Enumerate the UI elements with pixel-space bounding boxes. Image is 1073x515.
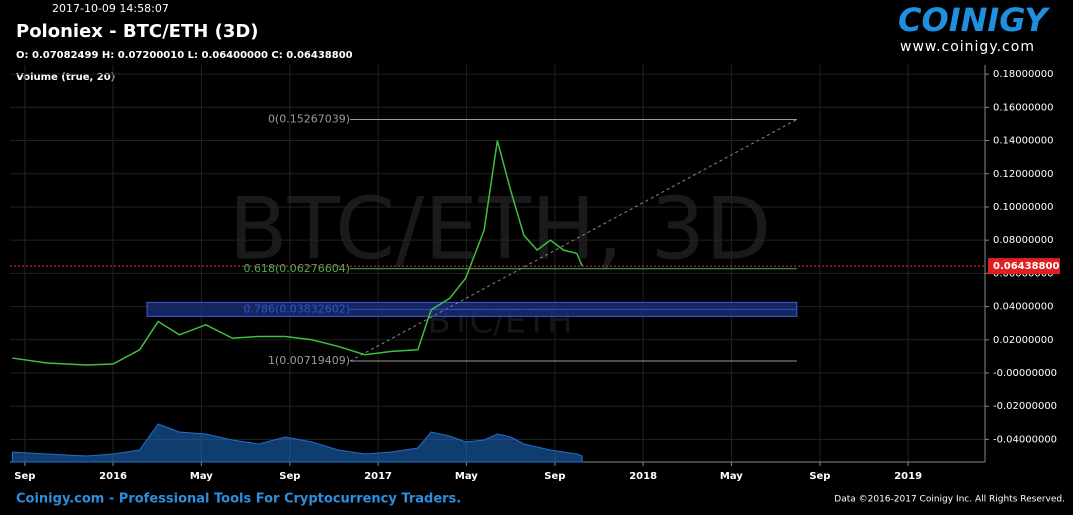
y-tick-label: 0.08000000 xyxy=(993,235,1053,246)
x-tick-label: 2019 xyxy=(894,471,922,482)
price-line xyxy=(12,140,583,366)
last-price-label: 0.06438800 xyxy=(993,261,1059,272)
y-tick-label: -0.02000000 xyxy=(993,401,1057,412)
y-tick-label: 0.02000000 xyxy=(993,335,1053,346)
chart-title: Poloniex - BTC/ETH (3D) xyxy=(16,21,259,42)
x-tick-label: Sep xyxy=(544,471,565,482)
fib-label: 0(0.15267039) xyxy=(268,113,350,126)
fib-label: 0.618(0.06276604) xyxy=(243,262,350,275)
timestamp: 2017-10-09 14:58:07 xyxy=(52,2,169,15)
volume-label: Volume (true, 20) xyxy=(16,72,115,83)
y-tick-label: 0.04000000 xyxy=(993,302,1053,313)
x-tick-label: 2018 xyxy=(629,471,657,482)
brand-url: www.coinigy.com xyxy=(900,39,1035,55)
fib-trend xyxy=(349,119,798,362)
y-tick-label: -0.04000000 xyxy=(993,434,1057,445)
x-tick-label: Sep xyxy=(14,471,35,482)
fib-label: 0.786(0.03832602) xyxy=(243,302,350,315)
y-tick-label: 0.12000000 xyxy=(993,169,1053,180)
fib-label: 1(0.00719409) xyxy=(268,354,350,367)
y-tick-label: 0.10000000 xyxy=(993,202,1053,213)
y-tick-label: 0.14000000 xyxy=(993,136,1053,147)
x-tick-label: 2016 xyxy=(99,471,127,482)
x-tick-label: May xyxy=(455,471,478,482)
ohlc: O: 0.07082499 H: 0.07200010 L: 0.0640000… xyxy=(16,50,353,61)
x-tick-label: May xyxy=(720,471,743,482)
y-tick-label: 0.16000000 xyxy=(993,102,1053,113)
footer: Coinigy.com - Professional Tools For Cry… xyxy=(16,492,461,507)
brand: COINIGY xyxy=(898,1,1050,39)
copyright: Data ©2016-2017 Coinigy Inc. All Rights … xyxy=(834,495,1065,505)
watermark: BTC/ETH, 3D xyxy=(229,179,772,279)
y-tick-label: -0.00000000 xyxy=(993,368,1057,379)
last-price-box xyxy=(988,258,1060,275)
y-tick-label: 0.18000000 xyxy=(993,69,1053,80)
x-tick-label: Sep xyxy=(809,471,830,482)
x-tick-label: Sep xyxy=(279,471,300,482)
volume-area xyxy=(11,423,583,463)
x-tick-label: May xyxy=(190,471,213,482)
x-tick-label: 2017 xyxy=(364,471,392,482)
